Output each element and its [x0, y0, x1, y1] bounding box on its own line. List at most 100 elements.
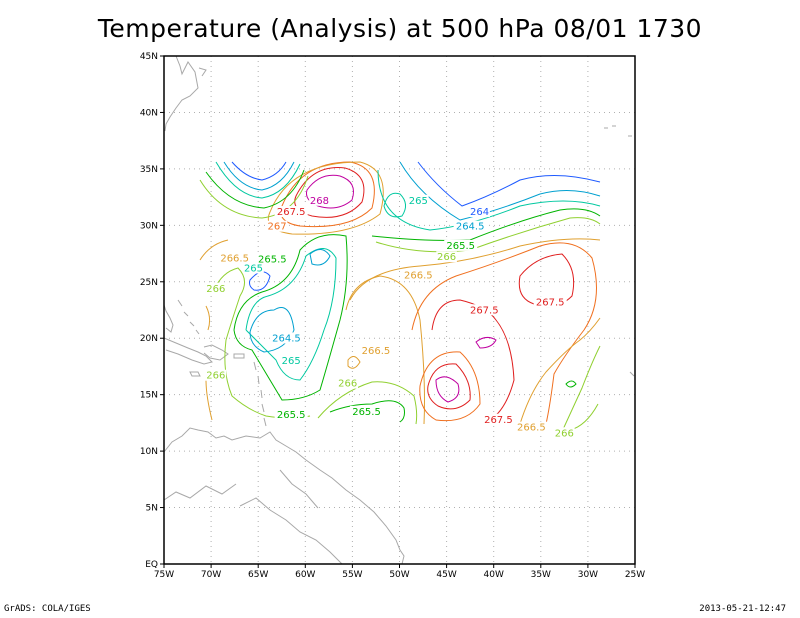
- contour-265-central: [245, 248, 337, 381]
- y-tick-label: 35N: [140, 165, 158, 175]
- lesser-antilles: [253, 361, 267, 427]
- plot-background: [164, 56, 635, 564]
- contour-266-southeast: [559, 345, 601, 437]
- cape-cod: [198, 67, 207, 77]
- axis-ticks: 75W 70W 65W 60W 55W 50W 45W 40W 35W 30W 25W EQ 5N 10N…: [140, 52, 645, 580]
- contour-label: 267: [267, 222, 286, 233]
- contour-265-5-central: [233, 234, 348, 401]
- contour-265-5-nw: [205, 169, 305, 209]
- contour-label-bg: [401, 269, 435, 281]
- contour-266-5-southeast: [519, 317, 601, 425]
- contour-label: 264.5: [456, 222, 485, 233]
- contour-265-5-southeast: [565, 380, 577, 388]
- cuba: [163, 337, 213, 365]
- contour-266-5-east: [349, 238, 601, 301]
- contour-label: 266: [206, 284, 225, 295]
- contour-label: 264: [470, 207, 489, 218]
- contour-label-bg: [533, 296, 567, 308]
- contour-label-bg: [359, 344, 393, 356]
- contour-label: 265.5: [277, 410, 306, 421]
- contour-267-5-ne-loop: [518, 253, 575, 308]
- contour-label: 265.5: [258, 254, 287, 265]
- contour-label: 266.5: [220, 253, 249, 264]
- contour-264-5-ne: [399, 161, 601, 221]
- contour-label: 267.5: [470, 305, 499, 316]
- contour-label: 266: [437, 252, 456, 263]
- coastline: [163, 55, 635, 565]
- y-tick-label: 40N: [140, 108, 158, 118]
- south-america-inland-3: [279, 469, 319, 509]
- contour-label: 268: [310, 196, 329, 207]
- contour-label-bg: [469, 206, 490, 218]
- x-tick-label: 60W: [295, 570, 315, 580]
- y-tick-label: 10N: [140, 447, 158, 457]
- contour-label: 267.5: [536, 297, 565, 308]
- contour-label-bg: [205, 282, 227, 294]
- contour-264-5-nw: [223, 161, 295, 191]
- contour-label-bg: [481, 413, 515, 425]
- contour-label-bg: [266, 220, 288, 232]
- x-tick-label: 50W: [389, 570, 409, 580]
- contour-266-5-north: [267, 161, 384, 235]
- contour-267-east: [411, 242, 597, 425]
- contour-label: 266.5: [517, 423, 546, 434]
- contour-266-ne: [375, 217, 601, 253]
- contour-label: 265: [244, 263, 263, 274]
- contour-265-nw: [215, 161, 301, 199]
- south-america-inland-1: [163, 483, 237, 501]
- x-tick-label: 30W: [578, 570, 598, 580]
- contour-label-bg: [350, 405, 384, 417]
- contour-266-west: [213, 267, 311, 419]
- puerto-rico: [233, 353, 245, 359]
- contour-labels: 268 267.5 267 265 264 264.5 265.5 266 266.5 266.5…: [205, 194, 575, 439]
- contour-266-loop-small: [347, 356, 361, 369]
- contour-266-5-west: [199, 239, 229, 421]
- contour-label-bg: [453, 220, 487, 232]
- hispaniola: [203, 344, 229, 361]
- x-tick-label: 70W: [201, 570, 221, 580]
- jamaica: [189, 371, 201, 377]
- x-tick-label: 45W: [436, 570, 456, 580]
- contour-265-center: [383, 192, 406, 218]
- y-tick-label: EQ: [145, 560, 158, 570]
- y-tick-label: 30N: [140, 221, 158, 231]
- x-tick-label: 40W: [484, 570, 504, 580]
- contour-266-nw: [199, 175, 309, 219]
- contour-label: 267.5: [277, 207, 306, 218]
- y-tick-label: 15N: [140, 391, 158, 401]
- contour-267-south-loop: [419, 351, 481, 422]
- contour-267-5-east: [431, 299, 515, 421]
- contour-label: 266.5: [404, 270, 433, 281]
- contour-label-bg: [408, 194, 429, 206]
- contour-label-bg: [274, 206, 308, 218]
- contour-label-bg: [280, 355, 302, 367]
- contour-label: 266: [338, 379, 357, 390]
- contour-label-bg: [444, 239, 478, 251]
- y-tick-label: 5N: [146, 504, 158, 514]
- contour-label-bg: [514, 421, 548, 433]
- contour-label: 265: [282, 356, 301, 367]
- atlantic-islands: [604, 125, 635, 377]
- timestamp: 2013-05-21-12:47: [699, 604, 786, 614]
- contour-label-bg: [243, 262, 264, 274]
- bahamas: [177, 299, 200, 335]
- contour-268-south: [435, 376, 460, 403]
- contour-label-bg: [309, 194, 330, 206]
- contour-266-south: [317, 381, 418, 425]
- contour-267-5-south-loop: [427, 363, 471, 410]
- y-tick-label: 45N: [140, 52, 158, 62]
- y-tick-label: 25N: [140, 278, 158, 288]
- contour-label: 267.5: [484, 415, 513, 426]
- contour-label: 266: [206, 371, 225, 382]
- x-tick-label: 55W: [342, 570, 362, 580]
- contour-264-nw: [231, 161, 287, 181]
- us-east-coast: [164, 55, 199, 132]
- x-tick-label: 25W: [625, 570, 645, 580]
- x-tick-label: 35W: [531, 570, 551, 580]
- x-tick-label: 75W: [154, 570, 174, 580]
- contour-265-5-ne: [371, 208, 601, 241]
- contour-label-bg: [255, 253, 289, 265]
- y-tick-label: 20N: [140, 334, 158, 344]
- south-america-inland-2: [239, 497, 343, 565]
